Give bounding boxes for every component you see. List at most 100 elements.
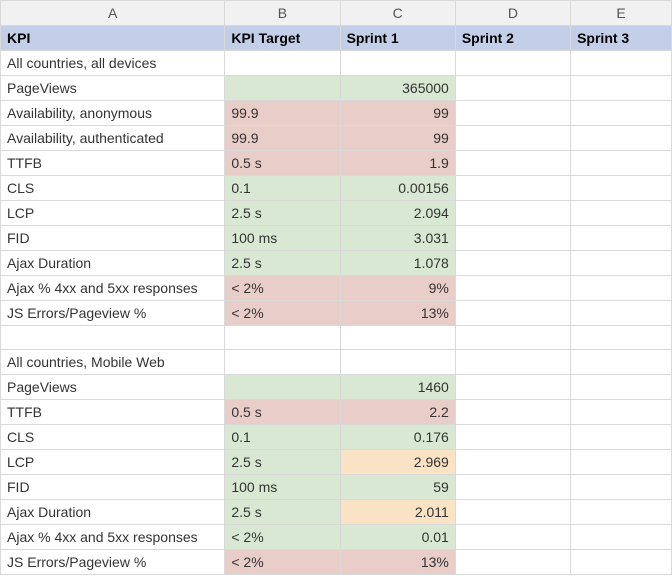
kpi-name[interactable]: JS Errors/Pageview % bbox=[1, 301, 225, 326]
kpi-name[interactable]: FID bbox=[1, 226, 225, 251]
kpi-name[interactable]: CLS bbox=[1, 425, 225, 450]
sprint3-value[interactable] bbox=[571, 500, 672, 525]
sprint2-value[interactable] bbox=[455, 301, 570, 326]
sprint1-value[interactable]: 1460 bbox=[340, 375, 455, 400]
kpi-target[interactable]: 100 ms bbox=[225, 226, 340, 251]
kpi-target[interactable]: 0.5 s bbox=[225, 400, 340, 425]
cell[interactable] bbox=[340, 51, 455, 76]
sprint3-value[interactable] bbox=[571, 550, 672, 575]
sprint3-value[interactable] bbox=[571, 201, 672, 226]
sprint2-value[interactable] bbox=[455, 176, 570, 201]
kpi-name[interactable]: CLS bbox=[1, 176, 225, 201]
sprint2-value[interactable] bbox=[455, 226, 570, 251]
sprint2-value[interactable] bbox=[455, 201, 570, 226]
sprint1-value[interactable]: 3.031 bbox=[340, 226, 455, 251]
sprint1-value[interactable]: 99 bbox=[340, 101, 455, 126]
kpi-target[interactable]: < 2% bbox=[225, 550, 340, 575]
cell[interactable] bbox=[571, 326, 672, 350]
col-header-B[interactable]: B bbox=[225, 1, 340, 26]
sprint3-value[interactable] bbox=[571, 475, 672, 500]
sprint1-value[interactable]: 2.011 bbox=[340, 500, 455, 525]
sprint3-value[interactable] bbox=[571, 176, 672, 201]
sprint2-value[interactable] bbox=[455, 276, 570, 301]
kpi-target[interactable]: 0.1 bbox=[225, 425, 340, 450]
cell[interactable] bbox=[340, 326, 455, 350]
sprint2-value[interactable] bbox=[455, 151, 570, 176]
sprint1-value[interactable]: 2.2 bbox=[340, 400, 455, 425]
kpi-target[interactable]: < 2% bbox=[225, 525, 340, 550]
kpi-name[interactable]: PageViews bbox=[1, 375, 225, 400]
cell[interactable] bbox=[571, 51, 672, 76]
sprint3-value[interactable] bbox=[571, 101, 672, 126]
kpi-name[interactable]: Availability, authenticated bbox=[1, 126, 225, 151]
kpi-name[interactable]: LCP bbox=[1, 450, 225, 475]
sprint3-value[interactable] bbox=[571, 400, 672, 425]
sprint1-value[interactable]: 13% bbox=[340, 550, 455, 575]
kpi-name[interactable]: FID bbox=[1, 475, 225, 500]
sprint1-value[interactable]: 365000 bbox=[340, 76, 455, 101]
sprint2-value[interactable] bbox=[455, 550, 570, 575]
cell[interactable] bbox=[225, 51, 340, 76]
sprint1-value[interactable]: 59 bbox=[340, 475, 455, 500]
kpi-target[interactable]: < 2% bbox=[225, 276, 340, 301]
sprint3-value[interactable] bbox=[571, 251, 672, 276]
kpi-target[interactable]: 0.5 s bbox=[225, 151, 340, 176]
sprint3-value[interactable] bbox=[571, 425, 672, 450]
sprint1-value[interactable]: 99 bbox=[340, 126, 455, 151]
sprint1-value[interactable]: 0.00156 bbox=[340, 176, 455, 201]
sprint3-value[interactable] bbox=[571, 151, 672, 176]
cell[interactable] bbox=[571, 350, 672, 375]
sprint1-value[interactable]: 2.094 bbox=[340, 201, 455, 226]
kpi-name[interactable]: Ajax Duration bbox=[1, 251, 225, 276]
kpi-target[interactable]: 0.1 bbox=[225, 176, 340, 201]
sprint3-value[interactable] bbox=[571, 375, 672, 400]
header-sprint3[interactable]: Sprint 3 bbox=[571, 26, 672, 51]
cell[interactable] bbox=[455, 326, 570, 350]
kpi-target[interactable] bbox=[225, 76, 340, 101]
cell[interactable] bbox=[225, 326, 340, 350]
sprint1-value[interactable]: 2.969 bbox=[340, 450, 455, 475]
cell[interactable] bbox=[455, 51, 570, 76]
cell[interactable] bbox=[455, 350, 570, 375]
kpi-name[interactable]: TTFB bbox=[1, 400, 225, 425]
col-header-C[interactable]: C bbox=[340, 1, 455, 26]
sprint1-value[interactable]: 9% bbox=[340, 276, 455, 301]
sprint1-value[interactable]: 1.9 bbox=[340, 151, 455, 176]
cell[interactable] bbox=[225, 350, 340, 375]
sprint1-value[interactable]: 13% bbox=[340, 301, 455, 326]
sprint2-value[interactable] bbox=[455, 251, 570, 276]
sprint3-value[interactable] bbox=[571, 76, 672, 101]
kpi-name[interactable]: Ajax % 4xx and 5xx responses bbox=[1, 276, 225, 301]
sprint2-value[interactable] bbox=[455, 525, 570, 550]
kpi-target[interactable]: 100 ms bbox=[225, 475, 340, 500]
kpi-name[interactable]: PageViews bbox=[1, 76, 225, 101]
kpi-name[interactable]: Availability, anonymous bbox=[1, 101, 225, 126]
sprint1-value[interactable]: 1.078 bbox=[340, 251, 455, 276]
kpi-target[interactable]: 99.9 bbox=[225, 101, 340, 126]
header-target[interactable]: KPI Target bbox=[225, 26, 340, 51]
sprint2-value[interactable] bbox=[455, 425, 570, 450]
sprint1-value[interactable]: 0.176 bbox=[340, 425, 455, 450]
kpi-target[interactable]: 2.5 s bbox=[225, 450, 340, 475]
sprint2-value[interactable] bbox=[455, 375, 570, 400]
sprint2-value[interactable] bbox=[455, 101, 570, 126]
kpi-name[interactable]: Ajax % 4xx and 5xx responses bbox=[1, 525, 225, 550]
cell[interactable] bbox=[340, 350, 455, 375]
sprint2-value[interactable] bbox=[455, 76, 570, 101]
col-header-A[interactable]: A bbox=[1, 1, 225, 26]
kpi-target[interactable]: 2.5 s bbox=[225, 251, 340, 276]
sprint2-value[interactable] bbox=[455, 500, 570, 525]
sprint3-value[interactable] bbox=[571, 226, 672, 251]
sprint2-value[interactable] bbox=[455, 475, 570, 500]
section-title[interactable]: All countries, Mobile Web bbox=[1, 350, 225, 375]
kpi-target[interactable]: 99.9 bbox=[225, 126, 340, 151]
kpi-target[interactable]: 2.5 s bbox=[225, 500, 340, 525]
header-sprint1[interactable]: Sprint 1 bbox=[340, 26, 455, 51]
sprint2-value[interactable] bbox=[455, 400, 570, 425]
sprint2-value[interactable] bbox=[455, 450, 570, 475]
sprint3-value[interactable] bbox=[571, 450, 672, 475]
kpi-target[interactable]: 2.5 s bbox=[225, 201, 340, 226]
kpi-name[interactable]: Ajax Duration bbox=[1, 500, 225, 525]
sprint3-value[interactable] bbox=[571, 126, 672, 151]
col-header-D[interactable]: D bbox=[455, 1, 570, 26]
